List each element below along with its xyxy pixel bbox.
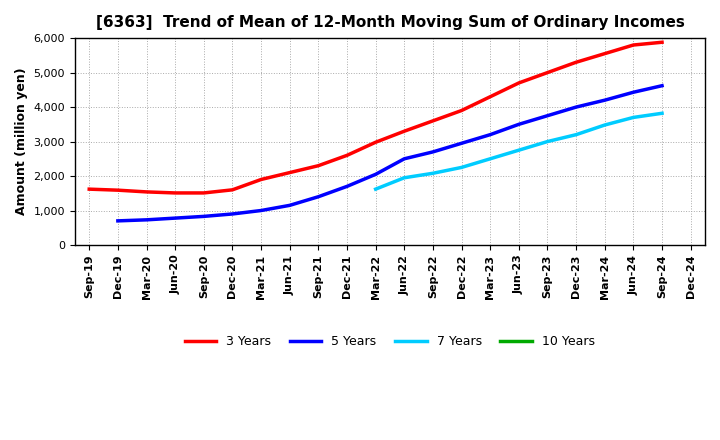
3 Years xyxy=(515,80,523,85)
5 Years xyxy=(572,104,580,110)
3 Years xyxy=(600,51,609,56)
Line: 7 Years: 7 Years xyxy=(376,113,662,189)
5 Years xyxy=(199,214,208,219)
7 Years xyxy=(457,165,466,170)
5 Years xyxy=(486,132,495,137)
3 Years xyxy=(142,189,150,194)
5 Years xyxy=(343,184,351,189)
3 Years xyxy=(543,70,552,75)
5 Years xyxy=(600,98,609,103)
3 Years xyxy=(285,170,294,175)
7 Years xyxy=(515,147,523,153)
7 Years xyxy=(428,171,437,176)
5 Years xyxy=(171,216,179,221)
7 Years xyxy=(657,110,666,116)
7 Years xyxy=(600,122,609,128)
3 Years xyxy=(85,187,94,192)
7 Years xyxy=(400,175,408,180)
3 Years xyxy=(428,118,437,124)
5 Years xyxy=(657,83,666,88)
Title: [6363]  Trend of Mean of 12-Month Moving Sum of Ordinary Incomes: [6363] Trend of Mean of 12-Month Moving … xyxy=(96,15,685,30)
7 Years xyxy=(372,187,380,192)
5 Years xyxy=(142,217,150,223)
5 Years xyxy=(114,218,122,224)
3 Years xyxy=(257,177,266,182)
5 Years xyxy=(314,194,323,199)
5 Years xyxy=(285,203,294,208)
7 Years xyxy=(572,132,580,137)
3 Years xyxy=(314,163,323,169)
5 Years xyxy=(428,149,437,154)
3 Years xyxy=(457,108,466,113)
5 Years xyxy=(515,122,523,127)
3 Years xyxy=(486,94,495,99)
3 Years xyxy=(657,40,666,45)
Line: 5 Years: 5 Years xyxy=(118,86,662,221)
7 Years xyxy=(486,156,495,161)
7 Years xyxy=(543,139,552,144)
7 Years xyxy=(629,115,638,120)
Line: 3 Years: 3 Years xyxy=(89,42,662,193)
5 Years xyxy=(372,172,380,177)
Y-axis label: Amount (million yen): Amount (million yen) xyxy=(15,68,28,215)
3 Years xyxy=(400,128,408,134)
3 Years xyxy=(343,153,351,158)
3 Years xyxy=(114,187,122,193)
3 Years xyxy=(372,139,380,145)
5 Years xyxy=(457,141,466,146)
5 Years xyxy=(629,90,638,95)
5 Years xyxy=(543,113,552,118)
3 Years xyxy=(629,42,638,48)
5 Years xyxy=(400,156,408,161)
Legend: 3 Years, 5 Years, 7 Years, 10 Years: 3 Years, 5 Years, 7 Years, 10 Years xyxy=(180,330,600,353)
3 Years xyxy=(199,190,208,195)
5 Years xyxy=(257,208,266,213)
3 Years xyxy=(171,190,179,195)
3 Years xyxy=(572,59,580,65)
5 Years xyxy=(228,211,237,216)
3 Years xyxy=(228,187,237,192)
